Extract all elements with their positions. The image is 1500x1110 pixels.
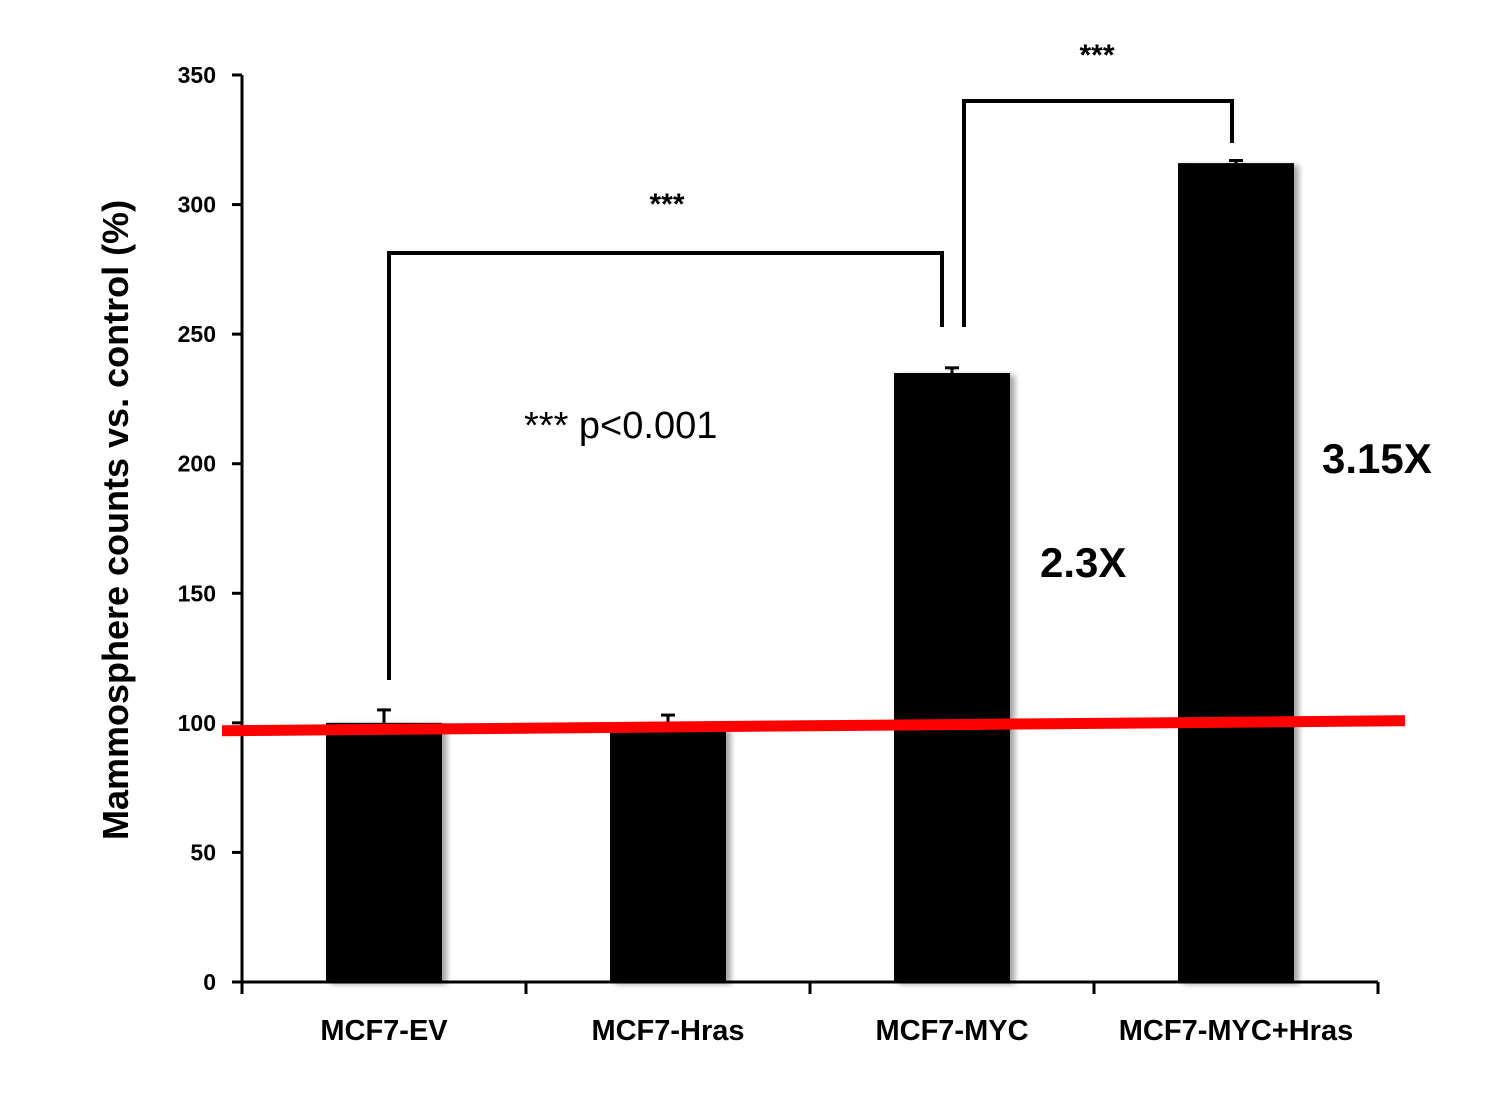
y-tick-label: 250 [178,321,216,347]
significance-bracket: *** [962,39,1234,327]
x-category-label: MCF7-Hras [591,1015,744,1047]
bar-mcf7-ev [326,722,442,982]
y-tick-label: 50 [190,839,216,865]
error-bar [1229,159,1243,164]
y-ticks-layer: 0 50 100 150 200 250 300 350 [178,62,242,995]
significance-brackets: *** *** [387,39,1234,680]
x-category-label: MCF7-MYC [875,1015,1028,1047]
y-tick-label: 100 [178,710,216,736]
bar-mcf7-myc-hras [1178,163,1294,982]
significance-stars: *** [649,188,684,221]
y-tick-label: 350 [178,62,216,88]
bar-mcf7-myc [894,373,1010,982]
y-tick-label: 150 [178,580,216,606]
error-bar [377,708,391,723]
y-tick-label: 200 [178,451,216,477]
fold-change-myc-hras-label: 3.15X [1322,435,1432,482]
error-bars-layer [377,159,1243,729]
p-value-annotation: *** p<0.001 [524,405,717,447]
fold-change-myc-label: 2.3X [1040,539,1126,586]
error-bar [945,366,959,374]
x-ticks-layer: MCF7-EV MCF7-Hras MCF7-MYC MCF7-MYC+Hras [240,982,1380,1047]
reference-line-layer [221,715,1406,737]
reference-line [221,715,1406,737]
y-tick-label: 0 [203,969,216,995]
y-tick-label: 300 [178,192,216,218]
x-category-label: MCF7-MYC+Hras [1119,1015,1353,1047]
y-axis-title: Mammosphere counts vs. control (%) [95,200,136,840]
significance-bracket: *** [387,188,944,680]
significance-stars: *** [1079,39,1114,72]
bars-layer [326,163,1294,982]
bar-mcf7-hras [610,728,726,982]
x-category-label: MCF7-EV [320,1015,448,1047]
